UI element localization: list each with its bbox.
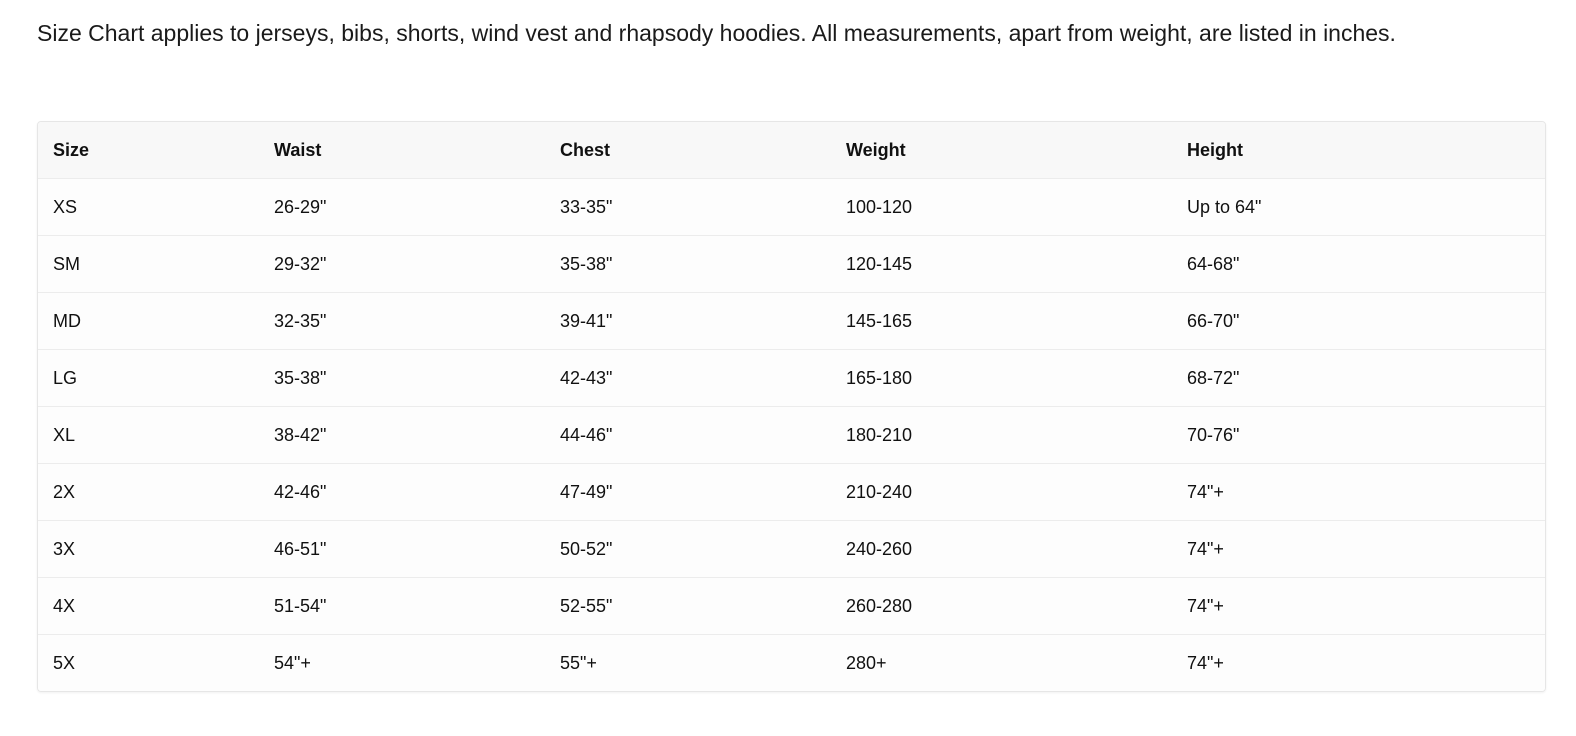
cell-size: XL (38, 406, 259, 464)
cell-waist: 35-38" (259, 349, 545, 407)
column-header-waist: Waist (259, 122, 545, 179)
cell-height: 74"+ (1172, 520, 1545, 578)
table-row: XS 26-29" 33-35" 100-120 Up to 64" (38, 178, 1545, 236)
cell-weight: 210-240 (831, 463, 1172, 521)
cell-chest: 50-52" (545, 520, 831, 578)
cell-height: Up to 64" (1172, 178, 1545, 236)
cell-chest: 42-43" (545, 349, 831, 407)
cell-height: 66-70" (1172, 292, 1545, 350)
cell-chest: 35-38" (545, 235, 831, 293)
cell-waist: 32-35" (259, 292, 545, 350)
cell-size: LG (38, 349, 259, 407)
cell-size: XS (38, 178, 259, 236)
cell-weight: 165-180 (831, 349, 1172, 407)
column-header-chest: Chest (545, 122, 831, 179)
table-header: Size Waist Chest Weight Height (38, 122, 1545, 179)
table-row: XL 38-42" 44-46" 180-210 70-76" (38, 406, 1545, 464)
table-row: MD 32-35" 39-41" 145-165 66-70" (38, 292, 1545, 350)
cell-weight: 260-280 (831, 577, 1172, 635)
table-row: 5X 54"+ 55"+ 280+ 74"+ (38, 634, 1545, 691)
cell-height: 74"+ (1172, 577, 1545, 635)
cell-height: 74"+ (1172, 634, 1545, 691)
cell-chest: 44-46" (545, 406, 831, 464)
cell-chest: 33-35" (545, 178, 831, 236)
cell-waist: 29-32" (259, 235, 545, 293)
cell-weight: 280+ (831, 634, 1172, 691)
cell-chest: 52-55" (545, 577, 831, 635)
table-row: 2X 42-46" 47-49" 210-240 74"+ (38, 463, 1545, 521)
cell-weight: 180-210 (831, 406, 1172, 464)
cell-chest: 47-49" (545, 463, 831, 521)
cell-waist: 38-42" (259, 406, 545, 464)
cell-waist: 54"+ (259, 634, 545, 691)
cell-weight: 100-120 (831, 178, 1172, 236)
table-row: 3X 46-51" 50-52" 240-260 74"+ (38, 520, 1545, 578)
cell-size: 3X (38, 520, 259, 578)
cell-weight: 145-165 (831, 292, 1172, 350)
cell-waist: 51-54" (259, 577, 545, 635)
cell-height: 68-72" (1172, 349, 1545, 407)
column-header-weight: Weight (831, 122, 1172, 179)
size-chart-table-container: Size Waist Chest Weight Height XS 26-29" 33-35… (37, 121, 1546, 692)
table-body: XS 26-29" 33-35" 100-120 Up to 64" SM 29-32" 35… (38, 178, 1545, 691)
size-chart-description: Size Chart applies to jerseys, bibs, sho… (37, 20, 1396, 46)
column-header-height: Height (1172, 122, 1545, 179)
header-row: Size Waist Chest Weight Height (38, 122, 1545, 179)
table-row: SM 29-32" 35-38" 120-145 64-68" (38, 235, 1545, 293)
cell-height: 70-76" (1172, 406, 1545, 464)
cell-size: 5X (38, 634, 259, 691)
cell-height: 64-68" (1172, 235, 1545, 293)
table-row: LG 35-38" 42-43" 165-180 68-72" (38, 349, 1545, 407)
cell-waist: 46-51" (259, 520, 545, 578)
cell-size: 2X (38, 463, 259, 521)
cell-weight: 120-145 (831, 235, 1172, 293)
size-chart-table: Size Waist Chest Weight Height XS 26-29" 33-35… (38, 122, 1545, 691)
cell-size: 4X (38, 577, 259, 635)
cell-waist: 42-46" (259, 463, 545, 521)
cell-chest: 39-41" (545, 292, 831, 350)
cell-waist: 26-29" (259, 178, 545, 236)
cell-size: SM (38, 235, 259, 293)
cell-chest: 55"+ (545, 634, 831, 691)
cell-size: MD (38, 292, 259, 350)
cell-weight: 240-260 (831, 520, 1172, 578)
table-row: 4X 51-54" 52-55" 260-280 74"+ (38, 577, 1545, 635)
cell-height: 74"+ (1172, 463, 1545, 521)
column-header-size: Size (38, 122, 259, 179)
